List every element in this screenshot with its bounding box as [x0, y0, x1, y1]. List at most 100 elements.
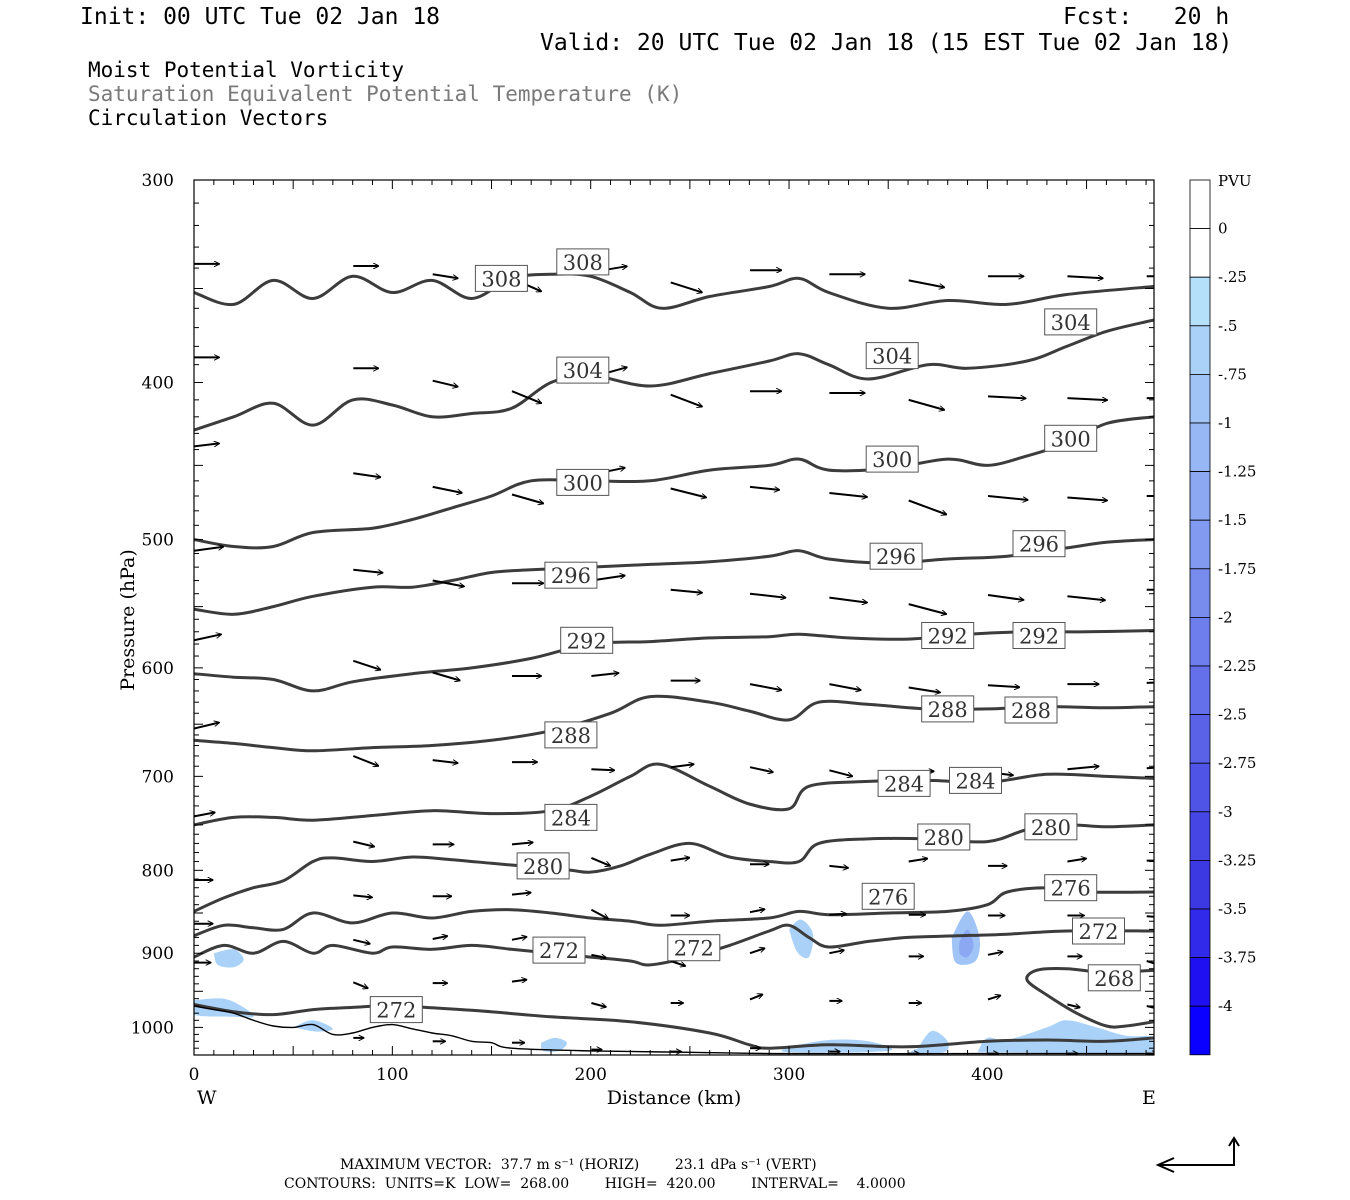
- svg-text:284: 284: [955, 769, 995, 793]
- circulation-vector: [987, 495, 1028, 500]
- theta-contour-288: [194, 694, 1154, 753]
- circulation-vector: [1146, 1006, 1154, 1009]
- colorbar-label: -2: [1218, 608, 1233, 626]
- theta-contour-272: [194, 923, 1154, 967]
- contour-label: 288: [921, 695, 975, 723]
- contour-label: 304: [1044, 308, 1098, 336]
- circulation-vector: [352, 981, 368, 988]
- contour-label: 272: [1072, 917, 1125, 945]
- axis-ticks: [193, 179, 1154, 1056]
- circulation-vector: [987, 995, 1001, 1001]
- circulation-vector: [1067, 859, 1086, 863]
- circulation-vector: [591, 673, 618, 677]
- svg-text:296: 296: [551, 564, 591, 588]
- contour-labels: 308 308 304 304 304 300 300 300 296 296 296 292 292 2…: [369, 248, 1141, 1024]
- circulation-vector: [511, 937, 527, 940]
- svg-text:284: 284: [884, 772, 924, 796]
- circulation-vector: [829, 866, 848, 868]
- colorbar-label: -.5: [1218, 317, 1237, 335]
- colorbar-swatch: [1189, 422, 1211, 472]
- circulation-vector: [908, 279, 945, 287]
- theta-contour-280: [194, 823, 1154, 913]
- svg-text:296: 296: [876, 545, 916, 569]
- circulation-vector: [670, 764, 694, 769]
- svg-text:288: 288: [551, 724, 591, 748]
- colorbar-swatch: [1189, 1005, 1211, 1056]
- x-tick-label: 400: [971, 1065, 1003, 1085]
- svg-text:300: 300: [563, 471, 603, 495]
- circulation-vector: [432, 936, 448, 939]
- svg-text:292: 292: [928, 625, 968, 649]
- contour-label: 292: [1012, 622, 1066, 649]
- svg-text:268: 268: [1094, 967, 1134, 991]
- circulation-vector: [352, 755, 378, 766]
- contour-label: 300: [556, 468, 610, 496]
- y-tick-label: 400: [142, 373, 174, 393]
- svg-text:300: 300: [872, 448, 912, 472]
- contour-label: 296: [1012, 530, 1066, 558]
- svg-text:308: 308: [563, 251, 603, 275]
- circulation-vector: [591, 1002, 606, 1007]
- contour-label: 300: [1044, 424, 1098, 452]
- pv-patch: [213, 949, 244, 968]
- colorbar-unit: PVU: [1218, 172, 1252, 190]
- y-tick-label: 900: [142, 944, 174, 964]
- svg-text:284: 284: [551, 806, 591, 830]
- circulation-vector: [749, 592, 786, 598]
- valid-time: Valid: 20 UTC Tue 02 Jan 18 (15 EST Tue …: [540, 30, 1233, 56]
- circulation-vector: [353, 895, 372, 897]
- x-tick-label: 300: [773, 1065, 805, 1085]
- y-axis-title: Pressure (hPa): [117, 549, 139, 691]
- svg-text:280: 280: [523, 855, 563, 879]
- circulation-vector: [670, 487, 707, 498]
- circulation-vector: [1067, 1005, 1080, 1008]
- circulation-vector: [670, 960, 686, 966]
- svg-text:308: 308: [481, 267, 521, 291]
- theta-contour-272: [194, 1003, 1154, 1050]
- colorbar-label: -1.75: [1218, 560, 1256, 578]
- circulation-vector: [829, 596, 867, 603]
- theta-contour-268: [1025, 966, 1154, 1029]
- contour-label: 292: [921, 622, 975, 649]
- circulation-vector: [1146, 766, 1154, 770]
- contour-label: 288: [544, 721, 598, 749]
- circulation-vector: [908, 686, 941, 693]
- circulation-vector: [987, 594, 1024, 600]
- contour-label: 296: [544, 561, 598, 589]
- svg-text:272: 272: [539, 939, 579, 963]
- y-tick-label: 800: [142, 861, 174, 881]
- circulation-vector: [353, 840, 374, 847]
- west-label: W: [197, 1087, 217, 1109]
- x-tick-label: 0: [189, 1065, 200, 1085]
- y-tick-label: 600: [142, 659, 174, 679]
- field-title-vectors: Circulation Vectors: [88, 106, 329, 130]
- circulation-vector: [749, 948, 765, 955]
- reference-vector-icon: [1155, 1136, 1240, 1173]
- circulation-vector: [987, 396, 1026, 398]
- contour-label: 304: [556, 356, 610, 384]
- colorbar-label: -.25: [1218, 268, 1247, 286]
- theta-contour-276: [194, 886, 1154, 938]
- colorbar-label: 0: [1218, 220, 1228, 238]
- colorbar-label: -1.5: [1218, 511, 1247, 529]
- circulation-vector: [353, 568, 382, 573]
- svg-text:288: 288: [1011, 699, 1051, 723]
- circulation-vector: [591, 955, 606, 958]
- terrain-surface-line: [194, 1005, 1154, 1055]
- svg-text:296: 296: [1019, 533, 1059, 557]
- circulation-vector: [1067, 766, 1099, 771]
- y-tick-label: 1000: [131, 1018, 174, 1038]
- theta-contour-284: [194, 762, 1154, 827]
- contour-label: 292: [560, 626, 614, 654]
- circulation-vector: [511, 842, 533, 844]
- colorbar-swatch: [1189, 228, 1211, 278]
- theta-contour-292: [194, 629, 1154, 693]
- plot-frame: [193, 179, 1155, 1056]
- circulation-vector: [511, 390, 541, 403]
- svg-text:292: 292: [567, 629, 607, 653]
- svg-text:292: 292: [1019, 625, 1059, 649]
- circulation-vector: [1146, 915, 1154, 918]
- circulation-vector: [749, 683, 782, 690]
- colorbar-label: -1.25: [1218, 463, 1256, 481]
- svg-text:272: 272: [674, 937, 714, 961]
